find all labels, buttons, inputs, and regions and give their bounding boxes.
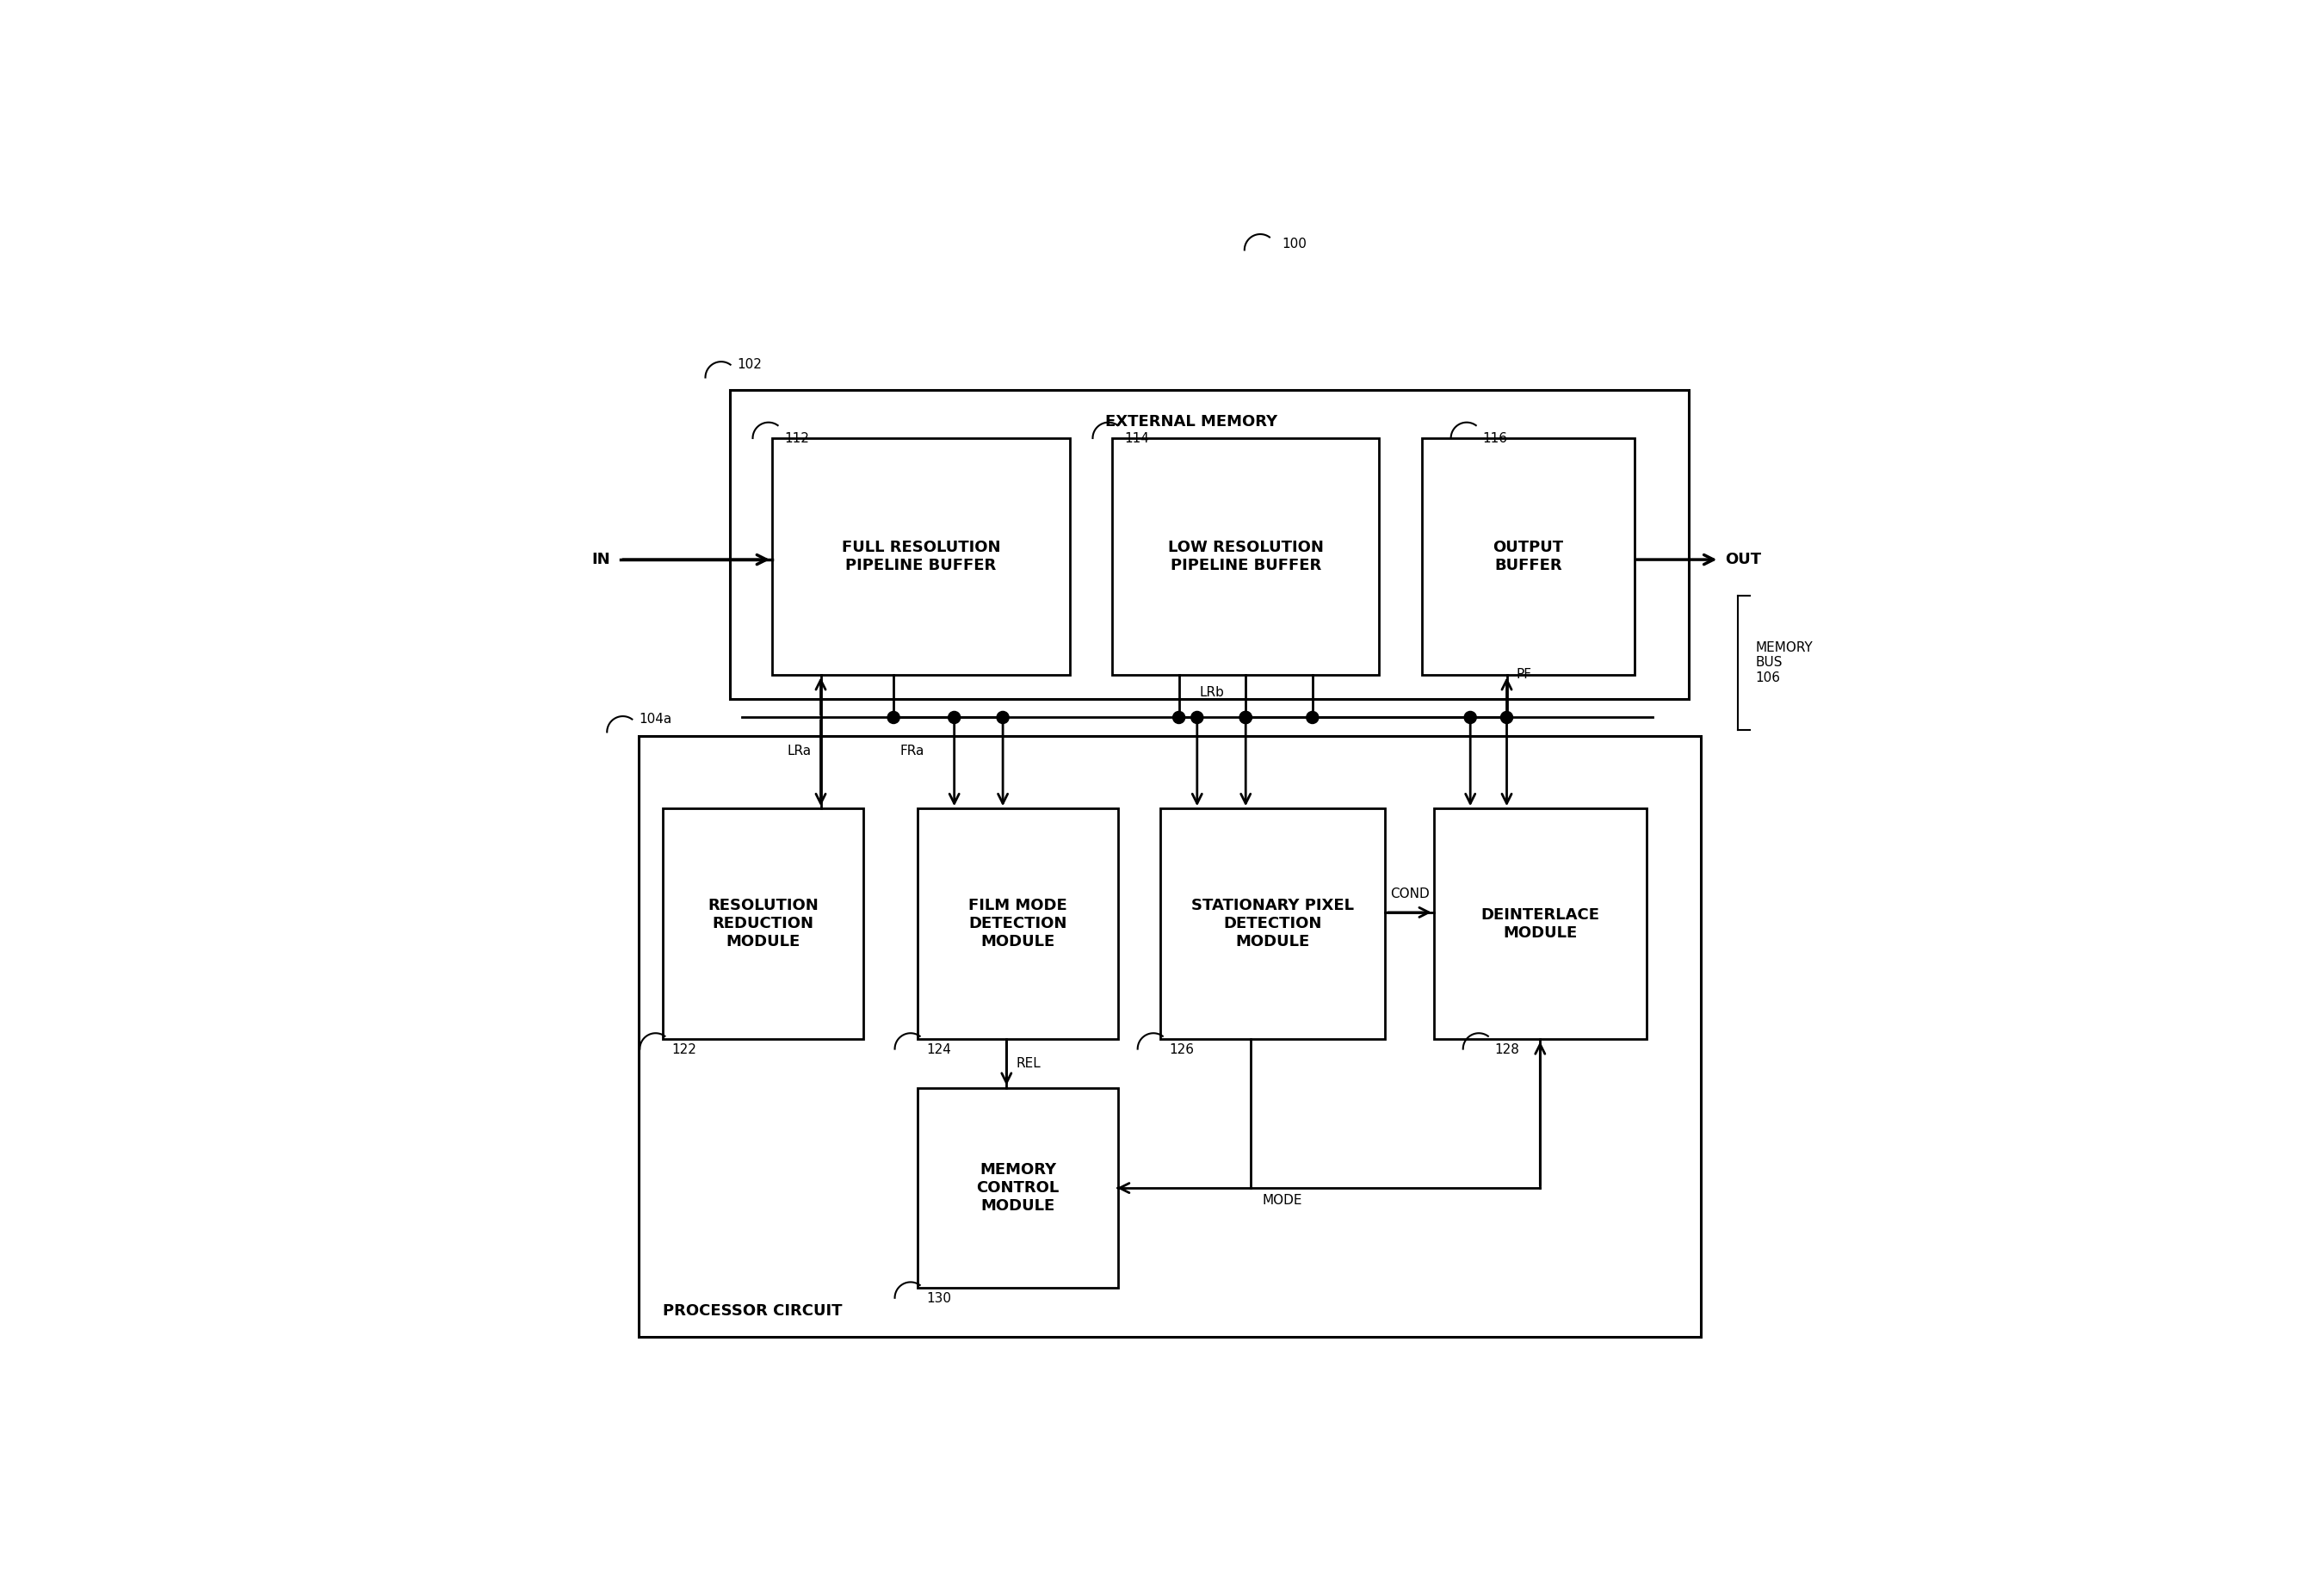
Circle shape (948, 711, 960, 724)
Circle shape (1239, 711, 1253, 724)
Bar (772, 438, 1069, 675)
Circle shape (1306, 711, 1318, 724)
Bar (1113, 438, 1378, 675)
Text: REL: REL (1016, 1057, 1041, 1069)
Bar (1160, 809, 1385, 1039)
Text: 114: 114 (1125, 432, 1148, 445)
Text: 116: 116 (1483, 432, 1508, 445)
Circle shape (1464, 711, 1476, 724)
Circle shape (1174, 711, 1185, 724)
Text: DEINTERLACE
MODULE: DEINTERLACE MODULE (1480, 907, 1599, 940)
Circle shape (1192, 711, 1204, 724)
Text: OUTPUT
BUFFER: OUTPUT BUFFER (1492, 539, 1564, 574)
Bar (662, 809, 862, 1039)
Text: 126: 126 (1169, 1042, 1195, 1055)
Text: 100: 100 (1283, 238, 1306, 251)
Bar (730, 390, 1690, 699)
Text: FULL RESOLUTION
PIPELINE BUFFER: FULL RESOLUTION PIPELINE BUFFER (841, 539, 999, 574)
Text: 130: 130 (927, 1292, 951, 1304)
Bar (1422, 438, 1634, 675)
Text: COND: COND (1390, 888, 1429, 900)
Circle shape (1239, 711, 1253, 724)
Circle shape (888, 711, 899, 724)
Text: 104a: 104a (639, 713, 672, 725)
Bar (918, 1088, 1118, 1288)
Text: 102: 102 (737, 358, 762, 372)
Text: RESOLUTION
REDUCTION
MODULE: RESOLUTION REDUCTION MODULE (706, 899, 818, 949)
Text: LRb: LRb (1199, 686, 1225, 699)
Text: FILM MODE
DETECTION
MODULE: FILM MODE DETECTION MODULE (969, 899, 1067, 949)
Text: 112: 112 (783, 432, 809, 445)
Text: LRa: LRa (788, 744, 811, 757)
Text: LOW RESOLUTION
PIPELINE BUFFER: LOW RESOLUTION PIPELINE BUFFER (1169, 539, 1325, 574)
Text: STATIONARY PIXEL
DETECTION
MODULE: STATIONARY PIXEL DETECTION MODULE (1192, 899, 1355, 949)
Text: OUT: OUT (1724, 552, 1762, 568)
Text: PF: PF (1518, 669, 1532, 681)
Text: IN: IN (593, 552, 611, 568)
Text: FRa: FRa (899, 744, 925, 757)
Text: PROCESSOR CIRCUIT: PROCESSOR CIRCUIT (662, 1303, 841, 1318)
Text: 128: 128 (1494, 1042, 1520, 1055)
Text: 122: 122 (672, 1042, 697, 1055)
Circle shape (997, 711, 1009, 724)
Text: MEMORY
BUS
106: MEMORY BUS 106 (1755, 642, 1813, 684)
Circle shape (1501, 711, 1513, 724)
Text: 124: 124 (927, 1042, 951, 1055)
Bar (1434, 809, 1645, 1039)
Text: MEMORY
CONTROL
MODULE: MEMORY CONTROL MODULE (976, 1162, 1060, 1214)
Text: EXTERNAL MEMORY: EXTERNAL MEMORY (1104, 413, 1278, 429)
Bar (639, 735, 1701, 1337)
Text: MODE: MODE (1262, 1194, 1304, 1206)
Bar (918, 809, 1118, 1039)
